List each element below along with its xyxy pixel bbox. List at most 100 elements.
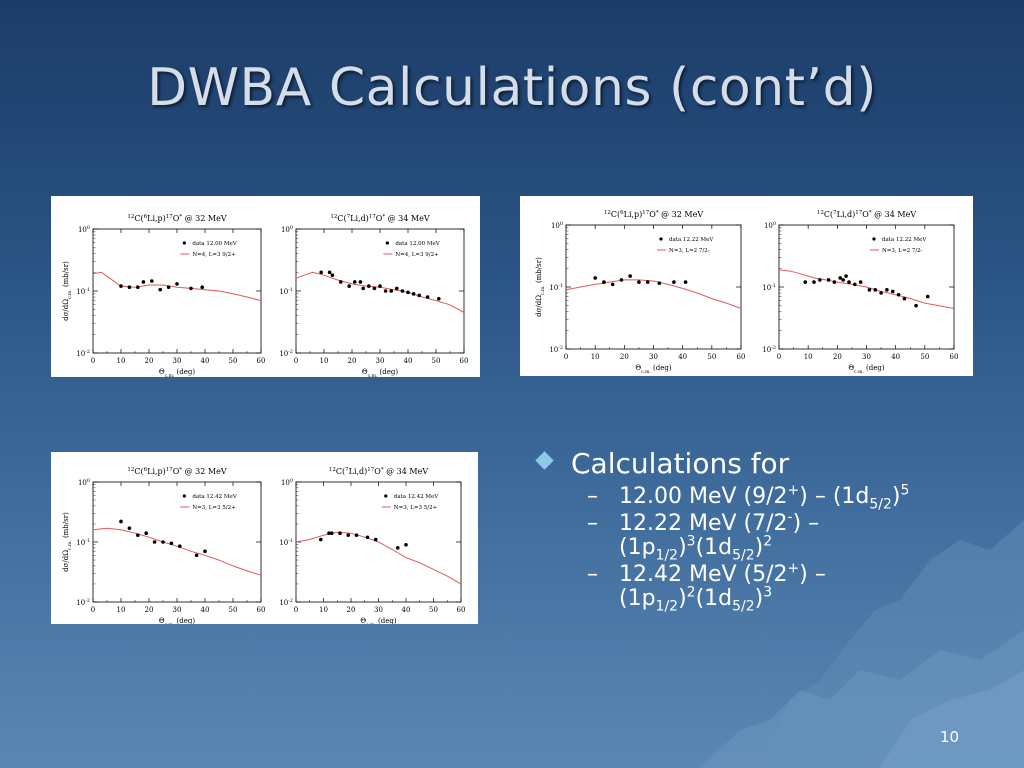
plot-left: 0 10 20 30 40 50 60 10-2 10-1 100 data 12.00 MeV N=…: [62, 214, 265, 377]
data-point: [812, 280, 816, 284]
data-point: [858, 280, 863, 284]
data-point: [404, 542, 408, 547]
dwba-curve: [778, 269, 955, 309]
diamond-bullet-icon: [535, 451, 554, 470]
data-point: [826, 278, 831, 282]
data-point: [841, 278, 845, 282]
y-tick-label: 10-2: [76, 598, 90, 607]
sub1-sup2: 5: [900, 482, 910, 499]
data-point: [158, 287, 162, 292]
dwba-curve: [565, 279, 742, 309]
bullet-list: Calculations for – 12.00 MeV (9/2+) – (1…: [535, 446, 955, 614]
y-tick-label: 100: [764, 221, 776, 230]
x-tick-label: 30: [173, 357, 182, 365]
data-point: [166, 285, 171, 290]
legend-data-label: data 12.00 MeV: [192, 241, 237, 247]
data-point: [365, 535, 370, 540]
legend-data-label: data 12.22 MeV: [669, 237, 714, 243]
sub1-text-c: ): [891, 484, 901, 509]
data-point: [358, 280, 363, 284]
sub3-text-a: 12.42 MeV (5/2: [619, 562, 788, 587]
x-tick-label: 50: [429, 606, 438, 614]
data-point: [873, 288, 878, 292]
sub3-sup3: 3: [763, 584, 773, 601]
data-point: [406, 290, 410, 295]
sub2-sup3: 2: [763, 533, 773, 550]
x-tick-label: 0: [294, 357, 298, 365]
legend-data-label: data 12.22 MeV: [882, 237, 927, 243]
data-point: [657, 281, 662, 286]
legend-data-label: data 12.42 MeV: [192, 494, 237, 500]
data-point: [425, 295, 430, 299]
y-tick-label: 10-1: [762, 283, 776, 292]
legend-marker: [182, 494, 186, 498]
data-point: [327, 531, 331, 536]
data-point: [645, 280, 650, 284]
x-tick-label: 60: [460, 357, 469, 365]
data-point: [437, 296, 441, 301]
data-point: [329, 531, 334, 536]
sub-bullet-3: – 12.42 MeV (5/2+) – (1p1/2)2(1d5/2)3: [535, 560, 955, 614]
legend-marker: [182, 241, 186, 245]
y-tick-label: 10-1: [76, 538, 90, 547]
legend-line-label: N=3, L=3 5/2+: [394, 505, 438, 511]
data-point: [803, 280, 808, 284]
sub3-text-d: (1d: [695, 586, 733, 611]
data-point: [318, 537, 323, 542]
data-point: [347, 284, 352, 288]
dwba-curve: [295, 271, 465, 313]
data-point: [346, 533, 351, 537]
x-axis-label: Θc.m. (deg): [635, 364, 671, 375]
x-tick-label: 30: [649, 353, 658, 361]
data-point: [389, 289, 394, 293]
data-point: [152, 540, 157, 544]
sub3-sup1: +: [787, 560, 800, 577]
data-point: [411, 292, 416, 296]
x-axis-label: Θc.m. (deg): [159, 368, 195, 377]
x-tick-label: 40: [891, 353, 900, 361]
x-tick-label: 20: [620, 353, 629, 361]
data-point: [683, 280, 688, 284]
plot-title: 12C(6Li,p)17O* @ 32 MeV: [127, 467, 226, 476]
x-tick-label: 10: [591, 353, 600, 361]
data-point: [127, 285, 132, 290]
x-tick-label: 10: [117, 357, 126, 365]
data-point: [178, 544, 182, 549]
legend-line-label: N=4, L=3 9/2+: [192, 252, 236, 258]
data-point: [832, 280, 837, 284]
x-tick-label: 60: [457, 606, 466, 614]
x-axis-label: Θc.m. (deg): [362, 368, 398, 377]
dash-icon: –: [587, 562, 598, 587]
data-point: [838, 276, 843, 280]
data-point: [902, 296, 907, 301]
x-tick-label: 40: [404, 357, 413, 365]
data-point: [141, 280, 146, 284]
sub2-text-c: ): [678, 535, 687, 560]
data-point: [400, 289, 405, 293]
dwba-curve: [295, 531, 462, 585]
legend-marker: [385, 241, 389, 245]
y-tick-label: 10-1: [279, 287, 293, 296]
plot-right: 0 10 20 30 40 50 60 10-2 10-1 100 data 12.00 MeV N=…: [279, 214, 468, 377]
data-point: [353, 280, 357, 284]
x-tick-label: 40: [678, 353, 687, 361]
sub3-text-b: ) – (1p: [619, 562, 826, 611]
slide-title: DWBA Calculations (cont’d): [147, 58, 877, 118]
sub1-text-b: ) – (1d: [799, 484, 870, 509]
plot-frame: [295, 228, 465, 354]
data-point: [896, 292, 901, 297]
data-point: [383, 289, 388, 293]
y-tick-label: 10-1: [549, 283, 563, 292]
data-point: [844, 274, 848, 278]
x-tick-label: 40: [201, 606, 210, 614]
x-tick-label: 30: [173, 606, 182, 614]
dwba-curve: [92, 527, 262, 576]
x-tick-label: 0: [91, 606, 95, 614]
plot-title: 12C(6Li,p)17O* @ 32 MeV: [127, 214, 226, 223]
y-tick-label: 10-2: [549, 345, 563, 354]
data-point: [890, 289, 895, 294]
legend-marker: [872, 237, 876, 241]
sub-bullet-2: – 12.22 MeV (7/2-) – (1p1/2)3(1d5/2)2: [535, 511, 955, 563]
data-point: [847, 280, 851, 284]
